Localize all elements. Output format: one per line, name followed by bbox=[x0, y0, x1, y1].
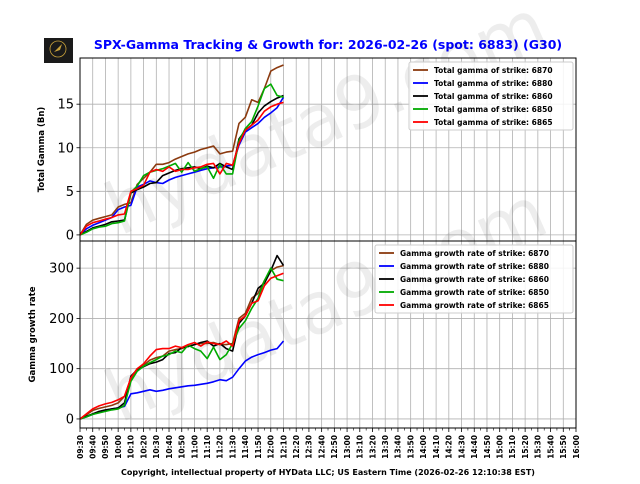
x-tick-label: 13:50 bbox=[406, 435, 415, 459]
x-tick-label: 12:30 bbox=[305, 435, 314, 459]
x-tick-label: 09:40 bbox=[89, 435, 98, 459]
x-tick-label: 15:40 bbox=[546, 435, 555, 459]
legend-label: Gamma growth rate of strike: 6865 bbox=[400, 301, 549, 310]
x-tick-label: 14:20 bbox=[445, 435, 454, 459]
x-tick-label: 10:30 bbox=[152, 435, 161, 459]
series-line-6865 bbox=[79, 101, 284, 236]
x-tick-label: 15:50 bbox=[559, 435, 568, 459]
legend-box bbox=[374, 244, 574, 314]
x-tick-label: 12:20 bbox=[292, 435, 301, 459]
legend-label: Total gamma of strike: 6865 bbox=[434, 118, 553, 127]
x-tick-label: 11:20 bbox=[216, 435, 225, 459]
y-tick-label: 300 bbox=[49, 262, 74, 277]
x-tick-label: 12:40 bbox=[317, 435, 326, 459]
chart-title: SPX-Gamma Tracking & Growth for: 2026-02… bbox=[94, 37, 562, 52]
y-tick-label: 0 bbox=[66, 412, 74, 427]
x-tick-label: 09:50 bbox=[101, 435, 110, 459]
x-tick-label: 11:00 bbox=[190, 435, 199, 459]
series-line-6850 bbox=[79, 267, 284, 420]
x-tick-label: 10:20 bbox=[139, 435, 148, 459]
x-tick-label: 15:10 bbox=[508, 435, 517, 459]
x-tick-label: 15:30 bbox=[534, 435, 543, 459]
y-tick-label: 100 bbox=[49, 362, 74, 377]
y-tick-label: 0 bbox=[66, 228, 74, 243]
x-tick-label: 13:00 bbox=[343, 435, 352, 459]
x-tick-label: 13:10 bbox=[356, 435, 365, 459]
x-tick-label: 09:30 bbox=[76, 435, 85, 459]
y-tick-label: 15 bbox=[57, 98, 74, 113]
x-tick-label: 10:10 bbox=[127, 435, 136, 459]
x-tick-label: 10:50 bbox=[178, 435, 187, 459]
legend-label: Total gamma of strike: 6870 bbox=[434, 66, 553, 75]
legend: Total gamma of strike: 6870 Total gamma o… bbox=[408, 61, 574, 131]
series-line-6880 bbox=[79, 96, 285, 236]
y-axis-label: Gamma growth rate bbox=[28, 286, 38, 382]
x-tick-label: 15:20 bbox=[521, 435, 530, 459]
x-tick-label: 10:40 bbox=[165, 435, 174, 459]
x-tick-label: 13:30 bbox=[381, 435, 390, 459]
x-tick-label: 14:30 bbox=[457, 435, 466, 459]
x-tick-label: 12:00 bbox=[267, 435, 276, 459]
series-line-6870 bbox=[79, 64, 284, 236]
x-tick-label: 13:20 bbox=[368, 435, 377, 459]
x-tick-label: 11:30 bbox=[228, 435, 237, 459]
y-tick-label: 10 bbox=[57, 141, 74, 156]
x-tick-label: 12:10 bbox=[279, 435, 288, 459]
series-line-6865 bbox=[79, 272, 284, 420]
legend-label: Total gamma of strike: 6850 bbox=[434, 105, 553, 114]
logo bbox=[44, 38, 73, 63]
x-tick-label: 14:00 bbox=[419, 435, 428, 459]
y-tick-label: 200 bbox=[49, 312, 74, 327]
x-tick-label: 13:40 bbox=[394, 435, 403, 459]
x-axis: 09:30 09:40 09:50 10:00 10:10 10:20 10:30 10:40… bbox=[76, 428, 581, 459]
x-tick-label: 11:10 bbox=[203, 435, 212, 459]
series-line-6850 bbox=[79, 83, 284, 236]
x-tick-label: 16:00 bbox=[572, 435, 581, 459]
y-axis-label: Total Gamma (Bn) bbox=[37, 107, 47, 193]
legend-label: Total gamma of strike: 6860 bbox=[434, 92, 553, 101]
legend: Gamma growth rate of strike: 6870 Gamma g… bbox=[374, 244, 574, 314]
x-tick-label: 12:50 bbox=[330, 435, 339, 459]
y-tick-label: 5 bbox=[66, 185, 74, 200]
x-tick-label: 14:50 bbox=[483, 435, 492, 459]
legend-box bbox=[408, 61, 574, 131]
x-tick-label: 15:00 bbox=[495, 435, 504, 459]
legend-label: Gamma growth rate of strike: 6870 bbox=[400, 249, 549, 258]
legend-label: Total gamma of strike: 6880 bbox=[434, 79, 553, 88]
legend-label: Gamma growth rate of strike: 6860 bbox=[400, 275, 549, 284]
x-tick-label: 10:00 bbox=[114, 435, 123, 459]
legend-label: Gamma growth rate of strike: 6880 bbox=[400, 262, 549, 271]
x-tick-label: 11:50 bbox=[254, 435, 263, 459]
x-tick-label: 14:10 bbox=[432, 435, 441, 459]
footer-copyright: Copyright, intellectual property of HYDa… bbox=[121, 468, 535, 477]
legend-label: Gamma growth rate of strike: 6850 bbox=[400, 288, 549, 297]
x-tick-label: 11:40 bbox=[241, 435, 250, 459]
x-tick-label: 14:40 bbox=[470, 435, 479, 459]
